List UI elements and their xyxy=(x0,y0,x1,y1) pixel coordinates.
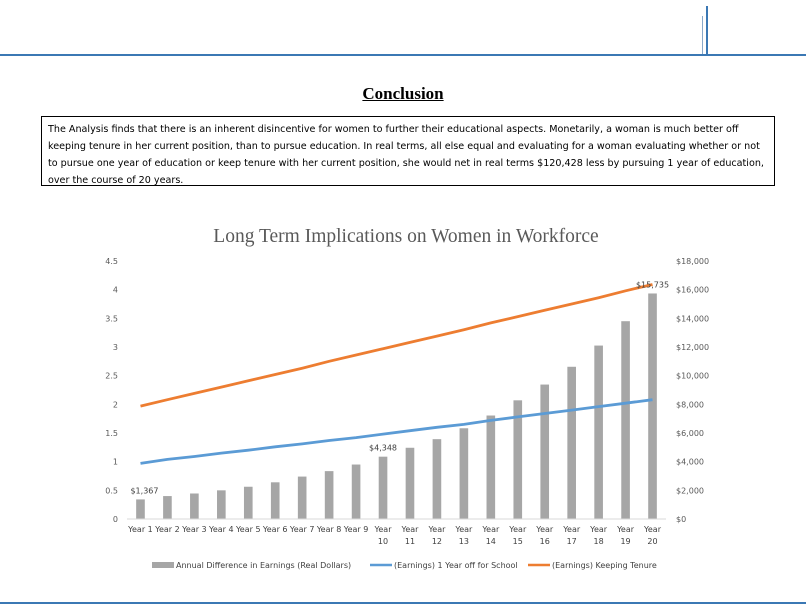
right-axis-tick-label: $14,000 xyxy=(676,314,709,323)
x-axis-tick-label: Year 7 xyxy=(289,525,315,534)
line-keeping-tenure xyxy=(140,283,653,408)
bar-annual-difference xyxy=(324,471,334,519)
x-axis-tick-label: 12 xyxy=(432,537,442,546)
left-axis-tick-label: 4 xyxy=(113,286,118,295)
section-heading: Conclusion xyxy=(362,84,444,103)
x-axis-tick-label: 10 xyxy=(378,537,388,546)
x-axis-tick-label: Year xyxy=(374,525,393,534)
left-axis-tick-label: 2.5 xyxy=(105,372,118,381)
header-rule-vertical-thin xyxy=(702,16,703,54)
x-axis-tick-label: Year 6 xyxy=(262,525,288,534)
x-axis-tick-label: Year 2 xyxy=(154,525,180,534)
legend-label: (Earnings) 1 Year off for School xyxy=(394,561,518,570)
line-one-year-off-school xyxy=(140,398,653,465)
legend-swatch-bar xyxy=(152,562,174,568)
bar-annual-difference xyxy=(297,476,307,519)
bar-data-label: $15,735 xyxy=(636,280,669,289)
x-axis-tick-label: 16 xyxy=(540,537,550,546)
left-axis-tick-label: 3.5 xyxy=(105,314,118,323)
bar-annual-difference xyxy=(378,456,388,519)
x-axis-tick-label: Year xyxy=(427,525,446,534)
x-axis-tick-label: 17 xyxy=(567,537,577,546)
bar-annual-difference xyxy=(621,321,630,519)
bar-data-label: $1,367 xyxy=(130,486,158,495)
legend-label: Annual Difference in Earnings (Real Doll… xyxy=(176,561,351,570)
right-axis-tick-label: $2,000 xyxy=(676,486,704,495)
legend-label: (Earnings) Keeping Tenure xyxy=(552,561,657,570)
bar-annual-difference xyxy=(648,293,657,519)
left-axis-tick-label: 0.5 xyxy=(105,486,118,495)
x-axis-tick-label: Year 5 xyxy=(235,525,261,534)
right-axis-tick-label: $8,000 xyxy=(676,400,704,409)
x-axis-tick-label: 15 xyxy=(513,537,523,546)
right-axis-tick-label: $6,000 xyxy=(676,429,704,438)
x-axis-tick-label: Year xyxy=(454,525,473,534)
x-axis-tick-label: Year 3 xyxy=(181,525,207,534)
bars-layer xyxy=(136,293,657,519)
x-axis-tick-label: 20 xyxy=(647,537,657,546)
axes-layer: 0 0.5 1 1.5 2 2.5 3 3.5 4 4.5 $0 $2,000 $4,000 $6,000… xyxy=(105,257,709,546)
x-axis-tick-label: 11 xyxy=(405,537,415,546)
right-axis-tick-label: $18,000 xyxy=(676,257,709,266)
right-axis-tick-label: $12,000 xyxy=(676,343,709,352)
bar-annual-difference xyxy=(136,499,145,519)
right-axis-tick-label: $0 xyxy=(676,515,686,524)
legend: Annual Difference in Earnings (Real Doll… xyxy=(152,561,657,570)
x-axis-tick-label: 14 xyxy=(486,537,496,546)
bar-annual-difference xyxy=(513,400,523,519)
bar-annual-difference xyxy=(432,439,442,519)
x-axis-tick-label: Year 9 xyxy=(343,525,369,534)
left-axis-tick-label: 4.5 xyxy=(105,257,118,266)
x-axis-tick-label: Year xyxy=(481,525,500,534)
bar-annual-difference xyxy=(540,384,550,519)
bar-annual-difference xyxy=(567,366,576,519)
x-axis-tick-label: Year xyxy=(589,525,608,534)
bar-annual-difference xyxy=(243,486,253,519)
x-axis-tick-label: Year 1 xyxy=(127,525,153,534)
bar-data-label: $4,348 xyxy=(369,444,397,453)
x-axis-tick-label: 19 xyxy=(620,537,630,546)
x-axis-tick-label: Year xyxy=(401,525,420,534)
x-axis-tick-label: 13 xyxy=(459,537,469,546)
x-axis-tick-label: Year 8 xyxy=(316,525,342,534)
bar-annual-difference xyxy=(459,428,469,519)
x-axis-tick-label: Year xyxy=(643,525,662,534)
x-axis-tick-label: Year xyxy=(562,525,581,534)
bar-annual-difference xyxy=(486,415,496,519)
conclusion-text-box: The Analysis finds that there is an inhe… xyxy=(41,116,775,186)
bar-annual-difference xyxy=(190,493,199,519)
data-labels-layer: $1,367 $4,348 $15,735 xyxy=(130,280,669,495)
header-rule xyxy=(0,54,806,56)
bar-annual-difference xyxy=(163,496,172,519)
x-axis-tick-label: Year xyxy=(508,525,527,534)
bar-annual-difference xyxy=(217,490,226,519)
lines-layer xyxy=(140,283,653,465)
right-axis-tick-label: $16,000 xyxy=(676,286,709,295)
left-axis-tick-label: 0 xyxy=(113,515,118,524)
chart-title: Long Term Implications on Women in Workf… xyxy=(213,226,598,247)
left-axis-tick-label: 2 xyxy=(113,400,118,409)
long-term-chart: Long Term Implications on Women in Workf… xyxy=(105,226,709,570)
bar-annual-difference xyxy=(405,447,415,519)
x-axis-tick-label: Year xyxy=(616,525,635,534)
bar-annual-difference xyxy=(270,482,280,519)
x-axis-tick-label: Year 4 xyxy=(208,525,234,534)
left-axis-tick-label: 1 xyxy=(113,458,118,467)
left-axis-tick-label: 1.5 xyxy=(105,429,118,438)
right-axis-tick-label: $4,000 xyxy=(676,458,704,467)
x-axis-tick-label: 18 xyxy=(594,537,604,546)
left-axis-tick-label: 3 xyxy=(113,343,118,352)
bar-annual-difference xyxy=(594,345,603,519)
footer-rule xyxy=(0,602,806,604)
x-axis-tick-label: Year xyxy=(535,525,554,534)
right-axis-tick-label: $10,000 xyxy=(676,372,709,381)
header-rule-vertical xyxy=(706,6,708,56)
bar-annual-difference xyxy=(351,464,361,519)
